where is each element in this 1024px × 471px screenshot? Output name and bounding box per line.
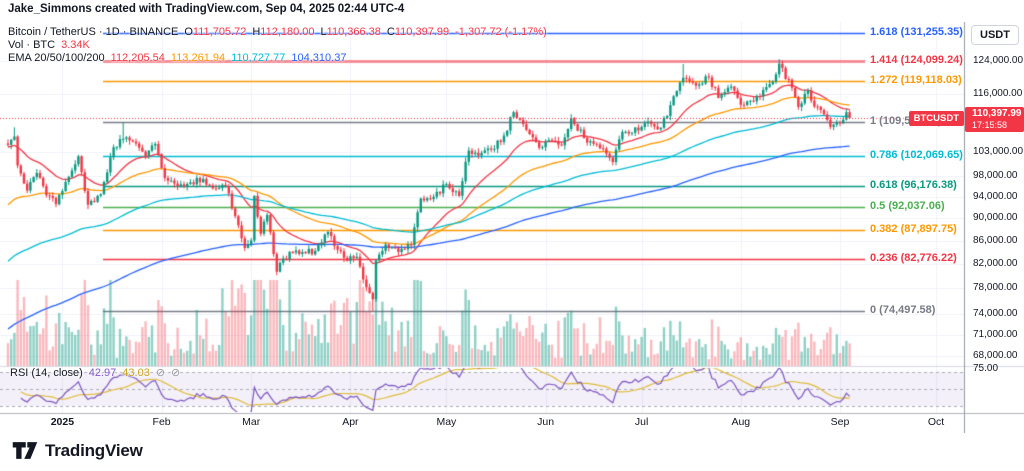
price-tick: 98,000.00 [973,170,1018,182]
time-axis-label: Oct [927,416,945,428]
high-value: H112,180.00 [252,25,315,38]
ema-value: 110,727.77 [231,51,286,64]
fib-label[interactable]: 1.618 (131,255.35) [870,25,963,38]
time-axis-label: Jun [537,416,555,428]
fib-label[interactable]: 0.5 (92,037.06) [870,200,945,213]
chart-canvas[interactable] [0,22,1024,433]
bar-countdown: 17:15:58 [972,119,1008,130]
hidden-value-icon: ⊘ [171,367,181,379]
symbol-legend-row[interactable]: Bitcoin / TetherUS · 1D · BINANCE O111,7… [8,25,547,38]
fib-label[interactable]: 0 (74,497.58) [870,304,936,316]
price-tick: 86,000.00 [973,234,1018,246]
symbol-price-tag: BTCUSDT [908,110,964,126]
time-axis-label: Apr [342,416,359,428]
time-axis-label: May [436,416,457,428]
price-tick: 82,000.00 [973,257,1018,269]
close-value: C110,397.99 [386,25,450,38]
ema-legend-row[interactable]: EMA 20/50/100/200 112,205.54 113,261.94 … [8,51,547,64]
time-axis-label: Aug [731,416,751,428]
price-tick: 78,000.00 [973,282,1018,294]
symbol-title: Bitcoin / TetherUS · 1D · BINANCE [8,25,179,38]
time-axis-label: Feb [152,416,171,428]
fib-label[interactable]: 1.272 (119,118.03) [870,73,962,86]
low-value: L110,366.38 [320,25,381,38]
time-axis-label: 2025 [50,416,75,428]
volume-value: 3.34K [61,38,90,51]
rsi-legend-row[interactable]: RSI (14, close) 42.97 43.03 ⊘ ⊘ [10,366,181,380]
tradingview-logo-icon [12,440,38,461]
time-axis-label: Mar [242,416,261,428]
price-tick: 68,000.00 [973,349,1018,361]
price-tick: 124,000.00 [973,54,1024,66]
tradingview-logo-text: TradingView [45,440,143,460]
last-price: 110,397.99 [972,107,1022,119]
rsi-scale-tick: 75.00 [973,362,999,374]
volume-label: Vol · BTC [8,38,56,51]
volume-legend-row[interactable]: Vol · BTC 3.34K [8,38,547,51]
currency-toggle-button[interactable]: USDT [971,25,1019,45]
change-value: -1,307.72 (-1.17%) [455,25,547,38]
price-tick: 116,000.00 [973,87,1023,99]
time-axis[interactable] [0,413,964,433]
legend: Bitcoin / TetherUS · 1D · BINANCE O111,7… [8,25,547,64]
open-value: O111,705.72 [184,25,247,38]
rsi-ma-value: 43.03 [122,366,150,379]
ema-value: 112,205.54 [110,51,165,64]
ema-label: EMA 20/50/100/200 [8,51,105,64]
price-tick: 90,000.00 [973,212,1018,224]
time-axis-label: Sep [830,416,850,428]
rsi-value: 42.97 [88,366,117,379]
fib-label[interactable]: 0.786 (102,069.65) [870,149,963,162]
fib-label[interactable]: 0.382 (87,897.75) [870,222,957,235]
fib-label[interactable]: 0.618 (96,176.38) [870,178,957,191]
ema-value: 104,310.37 [291,51,347,64]
price-tick: 71,000.00 [973,328,1018,340]
price-tick: 94,000.00 [973,190,1018,202]
hidden-value-icon: ⊘ [155,367,166,379]
tradingview-logo[interactable]: TradingView [12,440,143,461]
price-tick: 103,000.00 [973,145,1024,157]
attribution: Jake_Simmons created with TradingView.co… [8,3,405,15]
fib-label[interactable]: 0.236 (82,776.22) [870,252,957,265]
fib-label[interactable]: 1.414 (124,099.24) [870,53,963,66]
last-price-badge: 110,397.99 17:15:58 [965,106,1024,132]
time-axis-label: Jul [634,416,649,428]
ema-value: 113,261.94 [170,51,226,64]
price-tick: 74,000.00 [973,308,1018,320]
rsi-label: RSI (14, close) [10,366,83,379]
